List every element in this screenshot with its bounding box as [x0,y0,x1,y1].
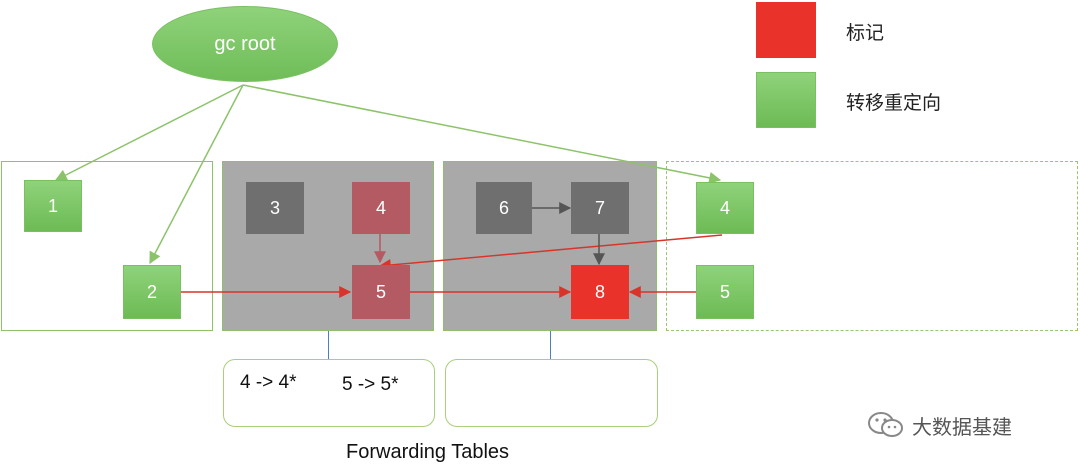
node-2-label: 2 [146,281,157,302]
forwarding-entry-1: 4 -> 4* [240,372,297,393]
table-connector-1 [328,331,329,359]
node-4-original: 4 [352,182,410,234]
node-5-original: 5 [352,265,410,319]
forwarding-entry-2: 5 -> 5* [342,374,399,395]
gc-root-node: gc root [152,6,338,82]
region-4-new [666,161,1078,331]
node-1: 1 [24,180,82,232]
node-2: 2 [123,265,181,319]
forwarding-table-1: 4 -> 4* 5 -> 5* [223,359,435,427]
node-3-label: 3 [269,197,280,218]
node-6: 6 [476,182,532,234]
table-connector-2 [550,331,551,359]
legend-relocate-label: 转移重定向 [846,93,942,114]
arrow-root-to-1 [54,84,244,181]
arrow-4new-to-5 [378,234,723,272]
node-5-relocated-label: 5 [719,281,730,302]
legend-mark-label: 标记 [846,23,885,44]
forwarding-tables-caption: Forwarding Tables [346,441,510,463]
node-3: 3 [246,182,304,234]
node-4-original-label: 4 [375,197,386,218]
arrow-root-to-2 [149,84,244,265]
watermark-text: 大数据基建 [912,416,1012,439]
node-7-label: 7 [594,197,605,218]
wechat-icon [868,412,903,437]
node-8: 8 [571,265,629,319]
node-6-label: 6 [498,197,509,218]
region-1 [1,161,213,331]
node-7: 7 [571,182,629,234]
node-4-relocated-label: 4 [719,197,730,218]
arrow-root-to-4 [242,84,722,184]
node-5-original-label: 5 [375,281,386,302]
node-1-label: 1 [47,195,58,216]
forwarding-table-2 [445,359,658,427]
gc-root-label: gc root [214,32,276,55]
legend-relocate-swatch [756,72,816,128]
watermark: 大数据基建 [866,410,1012,440]
node-8-label: 8 [594,281,605,302]
legend-mark-swatch [756,2,816,58]
node-4-relocated: 4 [696,182,754,234]
node-5-relocated: 5 [696,265,754,319]
